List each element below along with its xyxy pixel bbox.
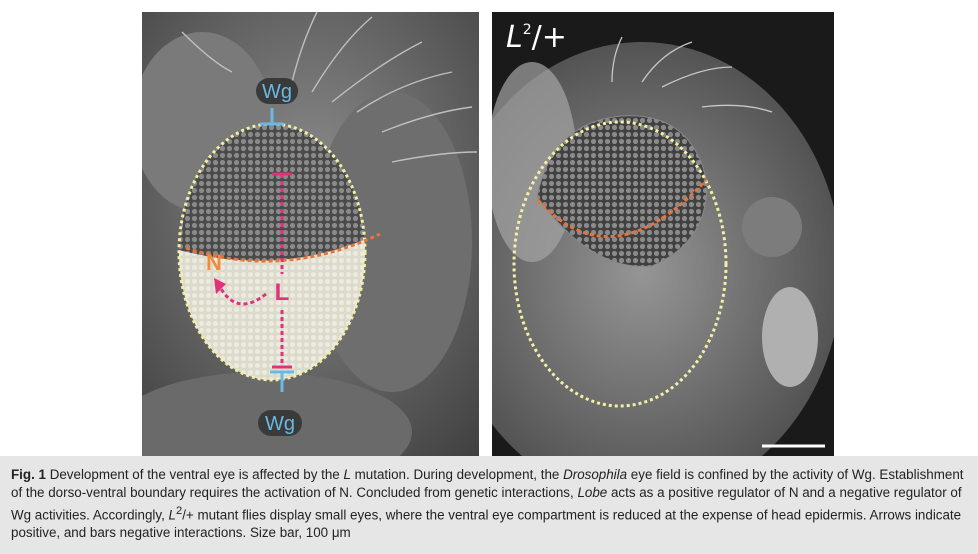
dv-boundary-line [185,232,381,263]
caption-text: mutation. During development, the [350,467,564,482]
caption-superscript: 2 [175,505,183,517]
antenna [762,287,818,387]
genotype-suffix: /+ [531,20,567,55]
figure-label: Fig. 1 [11,467,46,482]
arrowhead [214,278,226,294]
figure-caption: Fig. 1 Development of the ventral eye is… [11,466,969,542]
lobe-to-n-arrow [218,286,267,306]
wg-top-bg [256,78,298,104]
caption-text: Development of the ventral eye is affect… [45,467,344,482]
antenna-base [742,197,802,257]
caption-text: eye field is confined by the activity of… [11,467,964,500]
n-label: N [206,250,222,275]
caption-box: Fig. 1 Development of the ventral eye is… [0,456,978,554]
genotype-superscript: 2 [522,22,532,38]
genotype-label: L2/+ [506,20,567,55]
genotype-base: L [506,20,523,55]
caption-italic: L [343,467,351,482]
wg-bottom-label: Wg [265,413,295,435]
caption-italic: L [168,507,176,523]
bristles [611,36,773,113]
right-panel-mutant-eye: L2/+ [492,12,834,456]
wg-bottom-bg [258,410,302,436]
wg-top-label: Wg [262,81,292,103]
right-panel-illustration [492,12,834,456]
left-panel-wildtype-eye: Wg L N Wg [142,12,479,456]
lobe-label: L [275,279,290,306]
caption-text: acts as a positive regulator of N and a … [11,485,962,523]
left-panel-illustration: Wg L N Wg [142,12,479,456]
caption-text: /+ mutant flies display small eyes, wher… [11,507,962,541]
bristles [181,12,478,163]
eye-field-outline [512,120,728,408]
caption-italic: Drosophila [563,467,628,482]
caption-italic: Lobe [577,485,608,500]
